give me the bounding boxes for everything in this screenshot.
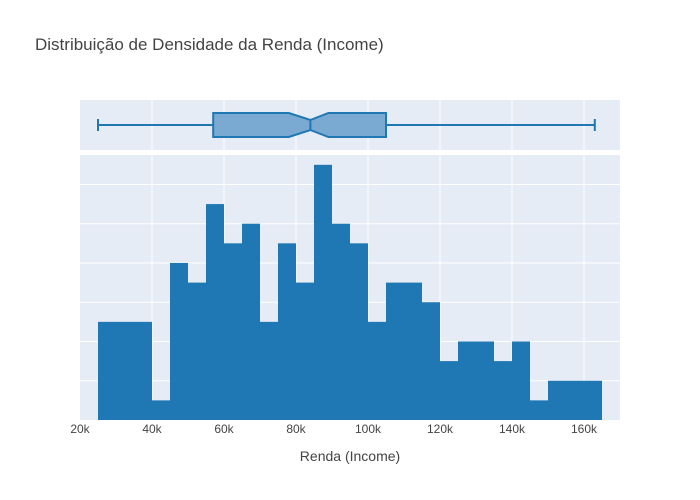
histogram-bar	[134, 321, 152, 420]
histogram-bar	[170, 262, 188, 420]
histogram-bar	[278, 243, 296, 420]
x-tick-label: 100k	[355, 422, 382, 436]
x-tick-label: 120k	[427, 422, 454, 436]
histogram-bar	[584, 380, 602, 420]
histogram-bar	[512, 341, 530, 420]
x-tick-label: 140k	[499, 422, 526, 436]
histogram-bar	[494, 361, 512, 420]
histogram-bar	[332, 223, 350, 420]
histogram-bar	[458, 341, 476, 420]
histogram-bar	[242, 223, 260, 420]
histogram-bar	[98, 321, 116, 420]
histogram-bar	[566, 380, 584, 420]
histogram-bars	[98, 164, 602, 420]
x-tick-label: 160k	[571, 422, 598, 436]
x-tick-label: 80k	[286, 422, 306, 436]
histogram-bar	[260, 321, 278, 420]
box-notched-body	[212, 112, 387, 138]
histogram-bar	[152, 400, 170, 420]
histogram-bar	[350, 243, 368, 420]
x-axis-ticks: 20k 40k 60k 80k 100k 120k 140k 160k	[70, 422, 598, 436]
histogram-bar	[548, 380, 566, 420]
histogram-bar	[368, 321, 386, 420]
histogram-bar	[206, 204, 224, 420]
x-tick-label: 60k	[214, 422, 234, 436]
histogram-bar	[296, 282, 314, 420]
histogram-bar	[314, 164, 332, 420]
histogram-bar	[440, 361, 458, 420]
histogram-bar	[530, 400, 548, 420]
x-tick-label: 20k	[70, 422, 90, 436]
x-tick-label: 40k	[142, 422, 162, 436]
histogram-bar	[422, 302, 440, 420]
histogram-bar	[404, 282, 422, 420]
histogram-bar	[224, 243, 242, 420]
histogram-bar	[116, 321, 134, 420]
histogram-bar	[188, 282, 206, 420]
histogram-bar	[476, 341, 494, 420]
x-axis-label: Renda (Income)	[300, 448, 400, 464]
histogram-bar	[386, 282, 404, 420]
chart-title: Distribuição de Densidade da Renda (Inco…	[35, 35, 384, 54]
box-plot	[97, 112, 596, 138]
